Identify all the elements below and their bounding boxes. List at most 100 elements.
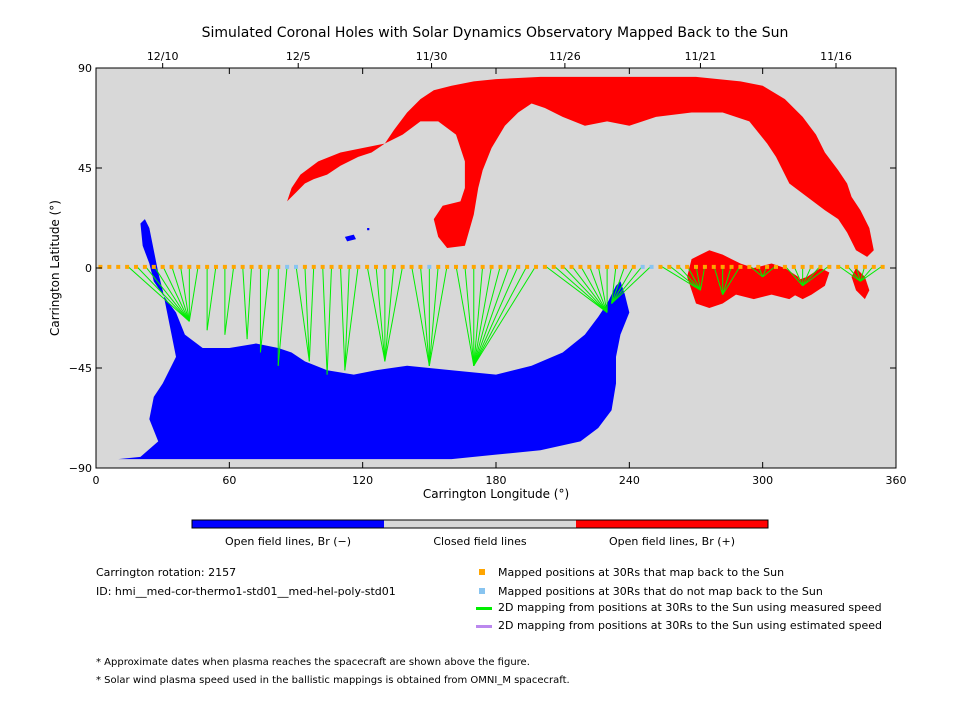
- mapped-position-point: [551, 264, 556, 269]
- mapped-position-point: [880, 264, 885, 269]
- mapping-line: [562, 265, 608, 313]
- mapped-position-point: [418, 264, 423, 269]
- mapped-position-point: [534, 264, 538, 269]
- mapped-position-point: [391, 264, 396, 269]
- mapped-position-point: [702, 264, 707, 269]
- colorbar-label-positive: Open field lines, Br (+): [609, 535, 735, 548]
- mapped-position-point: [525, 264, 530, 269]
- mapped-position-point: [249, 264, 254, 269]
- mapping-line: [699, 265, 706, 291]
- mapped-position-point: [409, 264, 414, 269]
- mapping-line: [695, 265, 701, 291]
- mapping-line: [784, 265, 804, 287]
- mapped-position-point: [516, 264, 521, 269]
- mapped-position-point: [98, 264, 103, 269]
- mapped-position-point: [480, 264, 485, 269]
- footnote-speed: * Solar wind plasma speed used in the ba…: [96, 675, 570, 686]
- mapping-line: [669, 265, 701, 291]
- mapping-line: [242, 265, 248, 340]
- mapping-line: [304, 265, 310, 362]
- mapping-line: [588, 265, 608, 313]
- unmapped-position-point: [294, 264, 298, 269]
- mapped-position-point: [569, 264, 574, 269]
- mapped-position-point: [214, 264, 218, 269]
- mapped-position-point: [116, 264, 121, 269]
- mapped-position-point: [302, 264, 307, 269]
- negative-region-dot: [367, 228, 370, 231]
- date-tick-label: 11/21: [685, 50, 717, 63]
- mapping-line: [762, 265, 777, 278]
- mapped-position-point: [845, 264, 850, 269]
- mapped-position-point: [338, 264, 343, 269]
- mapped-position-point: [151, 264, 156, 269]
- mapped-position-point: [178, 264, 183, 269]
- x-tick-label: 180: [486, 474, 507, 487]
- unmapped-position-point: [640, 264, 645, 269]
- mapping-line: [322, 265, 328, 375]
- mapped-position-point: [738, 264, 743, 269]
- mapping-line: [802, 265, 813, 286]
- mapped-position-point: [471, 264, 476, 269]
- mapping-line: [473, 265, 528, 367]
- mapping-line: [580, 265, 608, 313]
- mapped-position-point: [311, 264, 316, 269]
- mapping-line: [259, 265, 270, 353]
- mapped-position-point: [107, 264, 112, 269]
- mapped-position-point: [800, 264, 805, 269]
- mapped-position-point: [231, 264, 236, 269]
- mapping-line: [344, 265, 350, 371]
- positive-region-eq-patch-2: [793, 268, 830, 300]
- mapped-position-point: [854, 264, 858, 269]
- mapped-position-point: [142, 264, 147, 269]
- mapped-position-point: [685, 264, 690, 269]
- mapped-position-point: [782, 264, 787, 269]
- mapped-position-point: [320, 264, 325, 269]
- mapping-line: [846, 265, 861, 282]
- date-tick-label: 11/16: [820, 50, 852, 63]
- mapping-line: [344, 265, 359, 371]
- mapped-position-point: [542, 264, 547, 269]
- mapped-position-point: [160, 264, 165, 269]
- mapping-line: [411, 265, 430, 366]
- mapping-line: [246, 265, 253, 340]
- legend-label-estimated: 2D mapping from positions at 30Rs to the…: [498, 619, 883, 632]
- mapped-position-point: [374, 264, 378, 269]
- mapping-line: [295, 265, 310, 362]
- mapped-position-point: [809, 264, 814, 269]
- mapping-line: [473, 265, 519, 366]
- mapped-position-point: [774, 264, 778, 269]
- mapping-line: [153, 265, 190, 322]
- date-tick-label: 12/5: [286, 50, 311, 63]
- x-tick-label: 60: [222, 474, 236, 487]
- mapping-line: [162, 265, 190, 322]
- date-tick-label: 11/30: [416, 50, 448, 63]
- mapped-position-point: [169, 264, 174, 269]
- mapping-line: [188, 265, 199, 322]
- footnote-dates: * Approximate dates when plasma reaches …: [96, 657, 530, 668]
- mapping-line: [553, 265, 608, 313]
- mapped-position-point: [329, 264, 334, 269]
- mapped-position-point: [676, 264, 681, 269]
- mapping-line: [135, 265, 190, 322]
- mapping-line: [722, 265, 733, 295]
- mapping-line: [749, 265, 763, 278]
- x-tick-label: 0: [93, 474, 100, 487]
- mapped-position-point: [827, 264, 832, 269]
- mapping-line: [860, 265, 883, 282]
- mapping-line: [611, 265, 626, 304]
- mapping-line: [473, 265, 510, 366]
- mapping-line: [206, 265, 217, 331]
- mapping-line: [722, 265, 741, 295]
- mapping-line: [473, 265, 501, 366]
- mapping-line: [144, 265, 190, 322]
- mapped-position-point: [560, 264, 565, 269]
- x-tick-label: 240: [619, 474, 640, 487]
- mapped-position-point: [791, 264, 796, 269]
- mapped-position-point: [711, 264, 716, 269]
- mapping-line: [179, 265, 190, 322]
- mapping-line: [713, 265, 724, 295]
- mapped-position-point: [436, 264, 441, 269]
- mapped-position-point: [196, 264, 201, 269]
- mapping-line: [611, 265, 617, 304]
- colorbar-frame: [191, 519, 769, 529]
